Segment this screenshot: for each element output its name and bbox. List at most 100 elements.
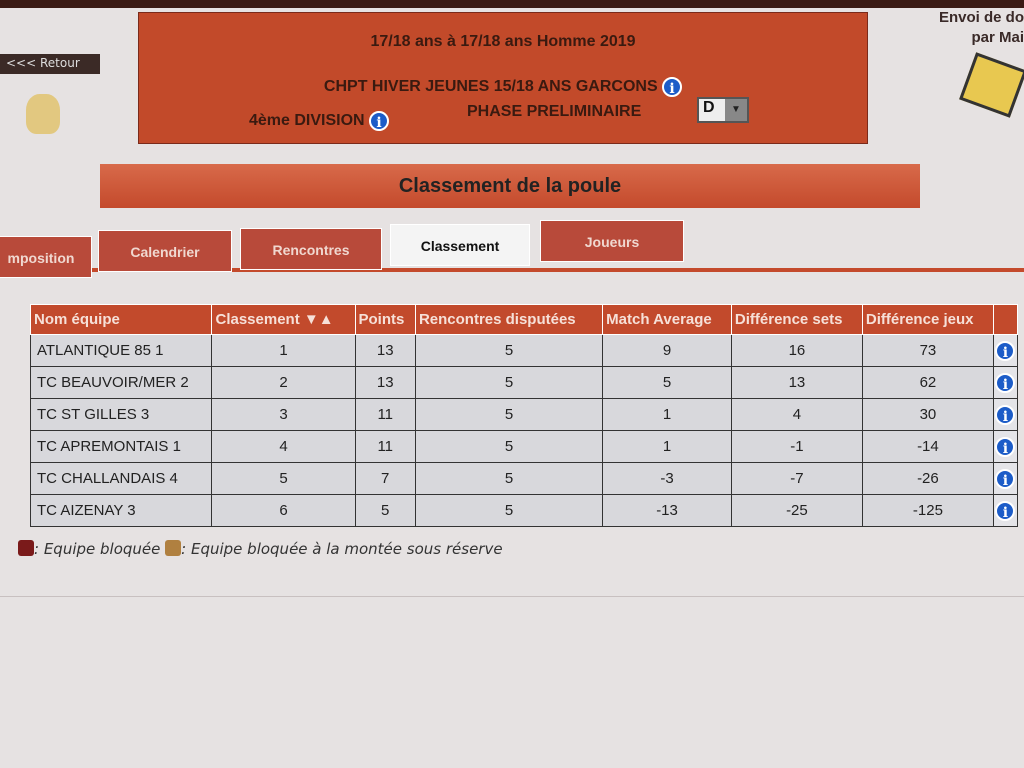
team-name: TC ST GILLES 3 — [29, 398, 213, 431]
team-name: TC BEAUVOIR/MER 2 — [29, 366, 213, 399]
game-difference: 73 — [861, 334, 994, 367]
tab-classement[interactable]: Classement — [390, 224, 530, 266]
col-team: Nom équipe — [29, 304, 213, 335]
top-bar — [0, 0, 1024, 8]
matches-played: 5 — [414, 430, 604, 463]
match-average: -13 — [602, 494, 732, 527]
championship-name: CHPT HIVER JEUNES 15/18 ANS GARCONS — [323, 78, 658, 96]
rank: 2 — [211, 366, 356, 399]
table-row: TC BEAUVOIR/MER 2 2 13 5 5 13 62 i — [29, 366, 1019, 399]
table-row: TC APREMONTAIS 1 4 11 5 1 -1 -14 i — [29, 430, 1019, 463]
matches-played: 5 — [414, 462, 604, 495]
back-button[interactable]: <<< Retour — [0, 54, 100, 74]
info-icon[interactable]: i — [369, 111, 390, 131]
competition-info-box: 17/18 ans à 17/18 ans Homme 2019 CHPT HI… — [138, 12, 868, 144]
info-cell: i — [992, 462, 1019, 495]
game-difference: -26 — [861, 462, 994, 495]
mail-label: par Mai — [971, 29, 1024, 46]
set-difference: -25 — [730, 494, 863, 527]
championship-line: CHPT HIVER JEUNES 15/18 ANS GARCONS i — [139, 77, 867, 97]
team-name: TC AIZENAY 3 — [29, 494, 213, 527]
mail-label: Envoi de do — [938, 9, 1024, 26]
rank: 6 — [211, 494, 356, 527]
envelope-icon[interactable] — [959, 52, 1024, 118]
set-difference: 13 — [730, 366, 863, 399]
set-difference: 16 — [730, 334, 863, 367]
legend-blocked-promotion: : Equipe bloquée à la montée sous réserv… — [181, 540, 503, 558]
hand-icon — [26, 94, 60, 134]
info-icon[interactable]: i — [995, 500, 1016, 521]
tab-joueurs[interactable]: Joueurs — [540, 220, 684, 262]
info-cell: i — [992, 494, 1019, 527]
phase-name: PHASE PRELIMINAIRE — [467, 103, 642, 120]
col-rank[interactable]: Classement ▼▲ — [211, 304, 356, 335]
tab-bar: mposition Calendrier Rencontres Classeme… — [0, 220, 1024, 278]
game-difference: -14 — [861, 430, 994, 463]
rank: 3 — [211, 398, 356, 431]
match-average: 1 — [602, 398, 732, 431]
info-icon[interactable]: i — [995, 372, 1016, 393]
points: 13 — [354, 334, 416, 367]
poule-select-value: D — [703, 99, 715, 116]
lock-red-icon — [18, 539, 34, 556]
division-name: 4ème DIVISION — [249, 112, 365, 130]
rank: 4 — [211, 430, 356, 463]
points: 7 — [354, 462, 416, 495]
match-average: 9 — [602, 334, 732, 367]
matches-played: 5 — [414, 366, 604, 399]
set-difference: 4 — [730, 398, 863, 431]
info-cell: i — [992, 398, 1019, 431]
info-cell: i — [992, 430, 1019, 463]
set-difference: -1 — [730, 430, 863, 463]
game-difference: 62 — [861, 366, 994, 399]
table-header-row: Nom équipe Classement ▼▲ Points Rencontr… — [29, 304, 1019, 335]
division-line: 4ème DIVISION i — [249, 111, 390, 131]
info-icon[interactable]: i — [995, 404, 1016, 425]
table-row: ATLANTIQUE 85 1 1 13 5 9 16 73 i — [29, 334, 1019, 367]
game-difference: -125 — [861, 494, 994, 527]
poule-select[interactable]: D ▼ — [697, 97, 749, 123]
team-name: TC CHALLANDAIS 4 — [29, 462, 213, 495]
match-average: -3 — [602, 462, 732, 495]
col-points: Points — [354, 304, 416, 335]
standings-table: Nom équipe Classement ▼▲ Points Rencontr… — [29, 304, 1019, 527]
col-game-diff: Différence jeux — [861, 304, 994, 335]
info-icon[interactable]: i — [995, 436, 1016, 457]
match-average: 1 — [602, 430, 732, 463]
points: 13 — [354, 366, 416, 399]
info-icon[interactable]: i — [995, 468, 1016, 489]
legend: : Equipe bloquée : Equipe bloquée à la m… — [18, 539, 503, 558]
points: 5 — [354, 494, 416, 527]
matches-played: 5 — [414, 398, 604, 431]
col-match-average: Match Average — [602, 304, 732, 335]
rank: 1 — [211, 334, 356, 367]
table-row: TC AIZENAY 3 6 5 5 -13 -25 -125 i — [29, 494, 1019, 527]
table-row: TC CHALLANDAIS 4 5 7 5 -3 -7 -26 i — [29, 462, 1019, 495]
col-info — [992, 304, 1019, 335]
points: 11 — [354, 430, 416, 463]
team-name: ATLANTIQUE 85 1 — [29, 334, 213, 367]
info-cell: i — [992, 334, 1019, 367]
lock-gold-icon — [165, 539, 182, 556]
match-average: 5 — [602, 366, 732, 399]
points: 11 — [354, 398, 416, 431]
legend-blocked: : Equipe bloquée — [34, 540, 161, 558]
tab-composition[interactable]: mposition — [0, 236, 92, 278]
info-cell: i — [992, 366, 1019, 399]
mail-send-link[interactable]: Envoi de do par Mai — [894, 8, 1024, 48]
info-icon[interactable]: i — [662, 77, 683, 97]
page-title: Classement de la poule — [100, 164, 920, 208]
info-icon[interactable]: i — [995, 340, 1016, 361]
team-name: TC APREMONTAIS 1 — [29, 430, 213, 463]
chevron-down-icon[interactable]: ▼ — [725, 99, 747, 121]
table-row: TC ST GILLES 3 3 11 5 1 4 30 i — [29, 398, 1019, 431]
col-matches: Rencontres disputées — [414, 304, 604, 335]
matches-played: 5 — [414, 494, 604, 527]
tab-calendrier[interactable]: Calendrier — [98, 230, 232, 272]
tab-rencontres[interactable]: Rencontres — [240, 228, 382, 270]
divider — [0, 596, 1024, 597]
game-difference: 30 — [861, 398, 994, 431]
set-difference: -7 — [730, 462, 863, 495]
rank: 5 — [211, 462, 356, 495]
col-set-diff: Différence sets — [730, 304, 863, 335]
